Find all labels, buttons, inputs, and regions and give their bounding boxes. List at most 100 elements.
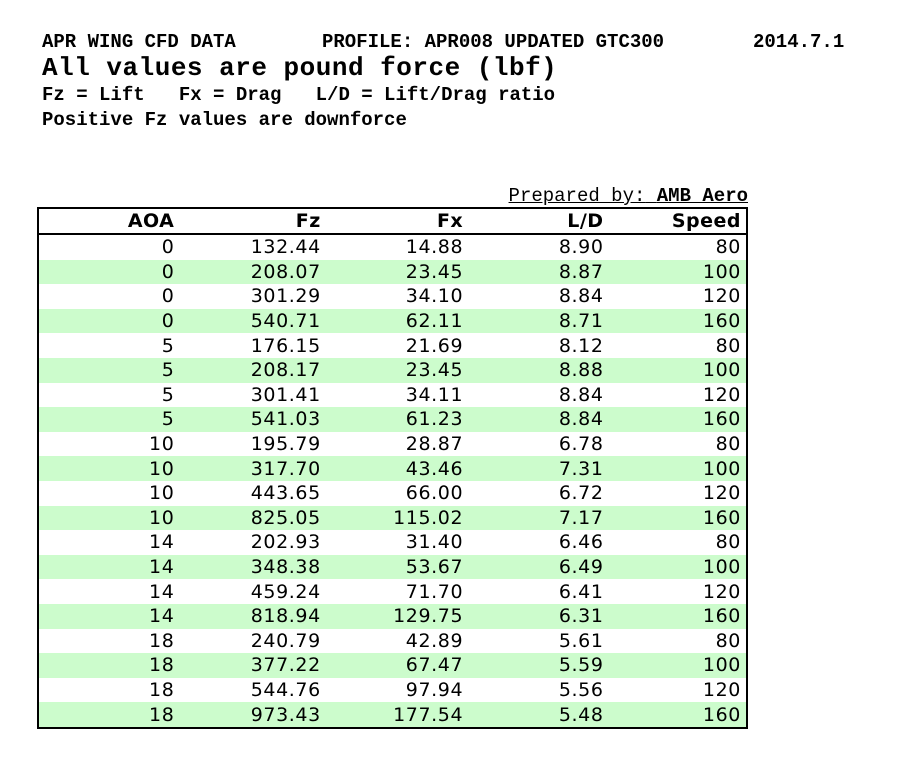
title-line: APR WING CFD DATA PROFILE: APR008 UPDATE… [42, 32, 872, 132]
cfd-data-table: AOA Fz Fx L/D Speed 0 132.44 14.88 8.90 80 0 208.0… [37, 207, 748, 729]
table-cell: 80 [715, 236, 741, 259]
table-cell: 317.70 [250, 457, 321, 480]
prepared-by-space [645, 185, 656, 207]
table-cell: 100 [702, 260, 741, 283]
table-cell: 61.23 [405, 408, 464, 431]
doc-date: 2014.7.1 [753, 31, 845, 53]
table-cell: 115.02 [393, 506, 464, 529]
table-row: 10 443.65 66.00 6.72 120 [38, 480, 747, 506]
table-cell: 21.69 [405, 334, 464, 357]
table-cell: 129.75 [393, 605, 464, 628]
table-row: 18 240.79 42.89 5.61 80 [38, 628, 747, 654]
note-line: Positive Fz values are downforce [42, 109, 407, 131]
table-cell: 5 [161, 334, 175, 357]
table-cell: 80 [715, 531, 741, 554]
legend-line: Fz = Lift Fx = Drag L/D = Lift/Drag rati… [42, 84, 556, 106]
table-cell: 973.43 [250, 703, 321, 726]
table-row: 10 195.79 28.87 6.78 80 [38, 431, 747, 457]
table-row: 18 377.22 67.47 5.59 100 [38, 653, 747, 678]
table-cell: 0 [161, 236, 175, 259]
subtitle-line: All values are pound force (lbf) [42, 53, 558, 83]
table-cell: 160 [702, 605, 741, 628]
table-cell: 23.45 [405, 260, 464, 283]
table-cell: 7.17 [558, 506, 604, 529]
table-cell: 825.05 [250, 506, 321, 529]
column-header-fz: Fz [179, 208, 326, 235]
column-header-fx: Fx [325, 208, 469, 235]
table-cell: 100 [702, 457, 741, 480]
table-cell: 14.88 [405, 236, 464, 259]
table-cell: 100 [702, 359, 741, 382]
table-cell: 160 [702, 506, 741, 529]
table-cell: 5 [161, 359, 175, 382]
table-row: 14 348.38 53.67 6.49 100 [38, 554, 747, 580]
table-row: 0 208.07 23.45 8.87 100 [38, 259, 747, 285]
table-cell: 459.24 [250, 580, 321, 603]
table-cell: 8.87 [558, 260, 604, 283]
prepared-by-line: Prepared by: AMB Aero [509, 186, 748, 206]
table-cell: 6.49 [558, 556, 604, 579]
table-row: 14 202.93 31.40 6.46 80 [38, 530, 747, 555]
table-cell: 6.78 [558, 433, 604, 456]
table-cell: 5 [161, 383, 175, 406]
table-row: 5 176.15 21.69 8.12 80 [38, 333, 747, 358]
table-cell: 120 [702, 285, 741, 308]
table-cell: 818.94 [250, 605, 321, 628]
table-cell: 80 [715, 629, 741, 652]
prepared-by-label: Prepared by: [508, 185, 646, 207]
table-cell: 62.11 [405, 310, 464, 333]
table-cell: 541.03 [250, 408, 321, 431]
table-cell: 14 [149, 556, 175, 579]
table-cell: 100 [702, 654, 741, 677]
table-cell: 6.46 [558, 531, 604, 554]
table-cell: 67.47 [405, 654, 464, 677]
table-body: 0 132.44 14.88 8.90 80 0 208.07 23.45 8.87 100 0 30… [38, 234, 747, 728]
table-cell: 176.15 [250, 334, 321, 357]
table-cell: 240.79 [250, 629, 321, 652]
table-cell: 43.46 [405, 457, 464, 480]
table-cell: 160 [702, 408, 741, 431]
table-cell: 8.84 [558, 408, 604, 431]
table-cell: 195.79 [250, 433, 321, 456]
table-cell: 8.12 [558, 334, 604, 357]
table-cell: 42.89 [405, 629, 464, 652]
table-cell: 443.65 [250, 482, 321, 505]
table-cell: 34.10 [405, 285, 464, 308]
profile-label: PROFILE: APR008 UPDATED GTC300 [322, 31, 665, 53]
column-header-speed: Speed [608, 208, 747, 235]
table-cell: 8.84 [558, 285, 604, 308]
prepared-by-value: AMB Aero [656, 185, 748, 207]
column-header-l-d: L/D [468, 208, 609, 235]
table-header-row: AOA Fz Fx L/D Speed [38, 208, 747, 235]
table-cell: 18 [149, 654, 175, 677]
table-cell: 348.38 [250, 556, 321, 579]
table-cell: 10 [149, 457, 175, 480]
table-cell: 8.90 [558, 236, 604, 259]
table-cell: 120 [702, 678, 741, 701]
table-row: 5 301.41 34.11 8.84 120 [38, 382, 747, 408]
table-row: 18 544.76 97.94 5.56 120 [38, 677, 747, 703]
table-cell: 18 [149, 703, 175, 726]
table-cell: 10 [149, 482, 175, 505]
table-cell: 71.70 [405, 580, 464, 603]
table-cell: 6.31 [558, 605, 604, 628]
table-row: 14 459.24 71.70 6.41 120 [38, 579, 747, 604]
table-cell: 5.48 [558, 703, 604, 726]
table-cell: 28.87 [405, 433, 464, 456]
table-cell: 80 [715, 334, 741, 357]
table-cell: 8.88 [558, 359, 604, 382]
table-cell: 5.56 [558, 678, 604, 701]
table-cell: 177.54 [393, 703, 464, 726]
table-cell: 208.17 [250, 359, 321, 382]
table-row: 10 317.70 43.46 7.31 100 [38, 456, 747, 481]
table-row: 5 541.03 61.23 8.84 160 [38, 407, 747, 432]
table-cell: 8.84 [558, 383, 604, 406]
table-cell: 0 [161, 260, 175, 283]
table-row: 0 301.29 34.10 8.84 120 [38, 284, 747, 309]
table-cell: 18 [149, 629, 175, 652]
table-cell: 132.44 [250, 236, 321, 259]
table-row: 10 825.05 115.02 7.17 160 [38, 505, 747, 531]
table-cell: 23.45 [405, 359, 464, 382]
table-cell: 208.07 [250, 260, 321, 283]
